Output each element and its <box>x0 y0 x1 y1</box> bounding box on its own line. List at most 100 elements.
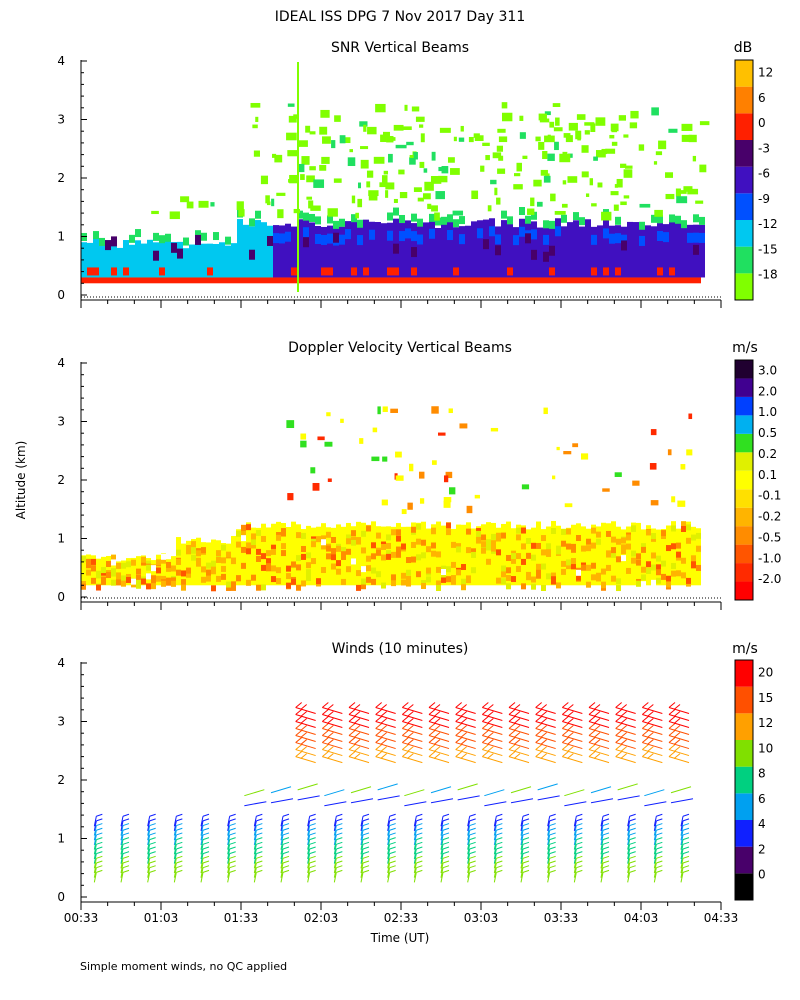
wind-barb <box>522 841 530 845</box>
wind-barb <box>227 867 231 878</box>
colorbar-label: 10 <box>758 741 773 755</box>
wind-barb <box>668 709 676 715</box>
wind-barb <box>433 725 441 731</box>
wind-barb <box>120 844 124 855</box>
wind-barb <box>602 827 610 831</box>
doppler-cell <box>126 576 131 583</box>
wind-barb <box>173 858 177 869</box>
snr-cell <box>651 226 657 278</box>
snr-cell <box>471 190 479 200</box>
snr-cell <box>538 141 545 150</box>
doppler-cell <box>596 572 601 579</box>
doppler-cell <box>611 551 616 558</box>
doppler-cell <box>151 575 156 582</box>
doppler-cell <box>266 527 271 586</box>
wind-barb <box>360 816 364 827</box>
doppler-cell <box>696 564 701 571</box>
wind-barb <box>496 860 503 864</box>
wind-barb <box>620 746 627 752</box>
doppler-cell <box>331 563 336 570</box>
wind-barb <box>647 753 654 759</box>
wind-barb <box>380 739 387 745</box>
snr-cell <box>621 240 627 251</box>
wind-barb <box>629 823 636 827</box>
snr-cell <box>387 222 393 278</box>
wind-barb <box>200 816 204 827</box>
wind-barb <box>280 872 284 883</box>
doppler-cell <box>166 565 171 572</box>
snr-cell <box>265 195 270 204</box>
snr-cell <box>366 170 374 178</box>
snr-cell <box>236 201 244 211</box>
doppler-cell <box>336 545 341 552</box>
snr-cell <box>576 114 586 120</box>
wind-barb <box>573 830 577 841</box>
snr-cell <box>501 220 507 278</box>
wind-barb <box>629 869 636 873</box>
wind-barb <box>668 749 690 757</box>
snr-cell <box>429 213 435 222</box>
doppler-cell <box>531 576 536 583</box>
wind-barb <box>493 862 497 874</box>
wind-barb <box>282 841 290 845</box>
wind-barb <box>680 825 684 836</box>
wind-barb <box>309 818 316 822</box>
doppler-cell <box>411 541 416 548</box>
snr-cell <box>417 226 423 278</box>
wind-barb <box>467 834 471 846</box>
snr-cell <box>171 242 177 278</box>
wind-barb <box>327 718 334 724</box>
snr-cell <box>306 175 315 183</box>
colorbar-swatch <box>735 378 753 397</box>
wind-barb <box>362 851 370 855</box>
doppler-cell <box>356 570 361 577</box>
wind-barb <box>680 816 684 827</box>
doppler-cell <box>266 550 271 557</box>
snr-cell <box>514 173 521 177</box>
doppler-cell <box>407 502 413 510</box>
wind-barb <box>508 730 516 736</box>
snr-cell <box>249 249 255 260</box>
snr-cell <box>573 220 579 278</box>
wind-barb <box>229 827 236 831</box>
wind-barb <box>380 718 387 724</box>
wind-barb <box>573 820 577 831</box>
wind-barb <box>96 851 103 855</box>
snr-cell <box>213 243 219 278</box>
snr-cell <box>395 144 407 149</box>
wind-barb <box>433 739 441 745</box>
wind-barb <box>510 786 532 794</box>
doppler-cell <box>111 554 116 561</box>
colorbar-label: 20 <box>758 666 773 680</box>
wind-barb <box>96 860 103 864</box>
doppler-cell <box>443 497 452 503</box>
snr-cell <box>399 231 405 242</box>
snr-cell <box>309 131 316 135</box>
snr-cell <box>507 267 513 276</box>
wind-barb <box>149 813 156 817</box>
doppler-cell <box>616 538 621 545</box>
doppler-cell <box>416 523 421 530</box>
snr-cell <box>601 148 607 155</box>
doppler-cell <box>686 521 691 586</box>
wind-barb <box>120 820 124 831</box>
wind-barb <box>173 820 177 831</box>
doppler-cell <box>316 536 321 543</box>
colorbar-swatch <box>735 166 753 194</box>
wind-barb <box>96 837 103 841</box>
snr-cell <box>439 127 451 133</box>
doppler-cell <box>576 535 581 542</box>
doppler-cell <box>236 541 241 548</box>
doppler-cell <box>421 582 426 589</box>
snr-cell <box>459 216 465 225</box>
doppler-cell <box>156 575 161 582</box>
doppler-cell <box>491 545 496 552</box>
wind-barb <box>96 865 103 869</box>
doppler-cell <box>466 547 471 554</box>
colorbar-frame <box>734 659 754 901</box>
doppler-cell <box>651 533 656 540</box>
wind-barb <box>549 865 556 869</box>
wind-barb <box>460 704 467 710</box>
snr-cell <box>468 136 474 143</box>
wind-barb <box>428 735 450 743</box>
